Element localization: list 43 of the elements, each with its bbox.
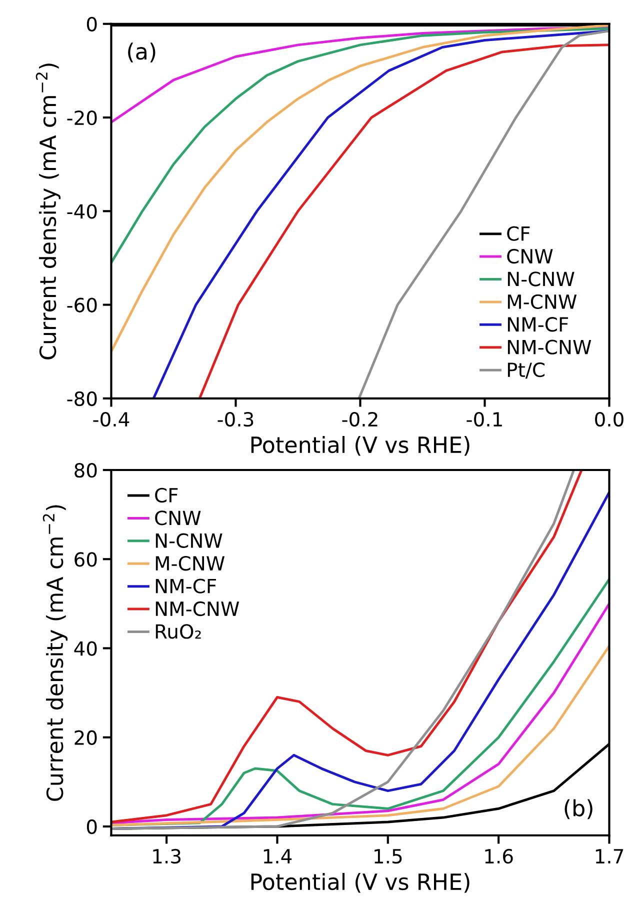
- x-tick-label: -0.4: [93, 412, 130, 427]
- x-tick-label: 1.7: [596, 849, 624, 864]
- x-axis-title: Potential (V vs RHE): [251, 872, 470, 893]
- x-axis-title: Potential (V vs RHE): [251, 436, 470, 456]
- y-tick-label: 0: [86, 819, 97, 834]
- x-tick-label: -0.2: [342, 412, 378, 427]
- legend-label: N-CNW: [156, 533, 222, 548]
- x-tick-label: 1.6: [485, 848, 513, 864]
- y-axis-title: Current density (mA cm$^{−2}$): [42, 505, 68, 801]
- legend-label: CNW: [507, 248, 553, 264]
- legend-label: NM-CF: [156, 578, 216, 594]
- legend-label: M-CNW: [156, 556, 225, 571]
- legend-label: NM-CNW: [508, 340, 592, 354]
- x-tick-label: 0.0: [595, 412, 624, 427]
- y-tick-label: -80: [67, 391, 97, 406]
- annotation: (b): [564, 799, 592, 820]
- legend-label: M-CNW: [508, 294, 577, 310]
- annotation: (a): [128, 42, 156, 62]
- x-tick-label: -0.1: [466, 412, 502, 427]
- line-series: [358, 30, 610, 398]
- y-tick-label: -40: [67, 204, 97, 219]
- y-axis-title: Current density (mA cm$^{−2}$): [36, 64, 61, 360]
- y-tick-label: 0: [86, 16, 97, 32]
- line-series: [111, 27, 610, 264]
- legend-label: CNW: [155, 510, 201, 526]
- legend-label: CF: [155, 488, 178, 503]
- legend-label: NM-CF: [508, 317, 568, 332]
- legend-label: CF: [507, 226, 530, 241]
- y-tick-label: -20: [67, 110, 97, 126]
- y-tick-label: -60: [67, 298, 97, 312]
- x-tick-label: 1.3: [153, 848, 180, 864]
- line-series: [111, 644, 610, 826]
- y-tick-label: 80: [74, 462, 97, 478]
- y-tick-label: 60: [74, 552, 97, 567]
- legend-label: N-CNW: [508, 272, 574, 286]
- x-tick-label: 1.5: [374, 849, 402, 864]
- y-tick-label: 20: [74, 730, 97, 746]
- legend-label: Pt/C: [508, 362, 544, 379]
- legend-label: NM-CNW: [156, 601, 240, 616]
- y-tick-label: 40: [74, 641, 97, 656]
- x-tick-label: -0.3: [218, 412, 254, 427]
- x-tick-label: 1.4: [264, 849, 292, 864]
- legend-label: RuO₂: [156, 624, 201, 639]
